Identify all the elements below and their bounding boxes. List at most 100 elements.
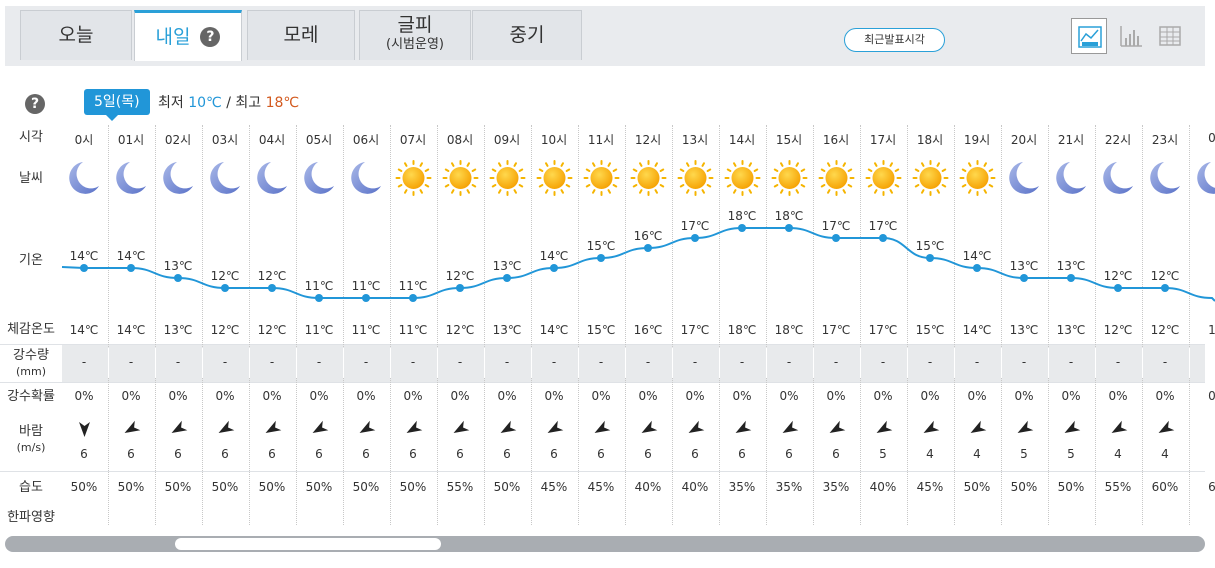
- hour-label: 12시: [634, 133, 662, 147]
- temperature-label: 17℃: [869, 219, 898, 233]
- bar-chart-icon[interactable]: [1113, 18, 1149, 54]
- rain-amount-value: -: [833, 355, 839, 369]
- rain-cell-divider: [624, 348, 626, 378]
- table-grid-icon[interactable]: [1152, 18, 1188, 54]
- hour-label: 04시: [258, 133, 286, 147]
- hour-label: 06시: [352, 133, 380, 147]
- hour-label: 03시: [211, 133, 239, 147]
- feels-like-value: 18℃: [774, 323, 804, 337]
- hour-label: 14시: [728, 133, 756, 147]
- row-label-cold-wave: 한파영향: [7, 510, 55, 525]
- max-value: 18℃: [265, 95, 300, 111]
- sunny-icon: [390, 158, 437, 198]
- wind-speed-value: 4: [1161, 447, 1169, 461]
- wind-direction-icon: [343, 418, 390, 440]
- row-label-rain-amount: 강수량 (mm): [0, 348, 62, 380]
- wind-direction-icon: [625, 418, 672, 440]
- wind-direction-icon: [484, 418, 531, 440]
- tab-3[interactable]: 글피 (시범운영): [359, 10, 471, 60]
- rain-prob-value: 0: [1208, 389, 1215, 403]
- row-divider: [0, 471, 1205, 472]
- line-chart-icon[interactable]: [1071, 18, 1107, 54]
- wind-speed-value: 6: [268, 447, 276, 461]
- feels-like-value: 13℃: [163, 323, 193, 337]
- tab-help-icon[interactable]: ?: [200, 27, 221, 47]
- wind-speed-value: 6: [362, 447, 370, 461]
- wind-speed-value: 6: [221, 447, 229, 461]
- humidity-value: 45%: [916, 480, 944, 494]
- humidity-value: 50%: [399, 480, 427, 494]
- temperature-point: [879, 234, 887, 242]
- feels-like-value: 12℃: [1150, 323, 1180, 337]
- wind-direction-icon: [1048, 418, 1095, 440]
- humidity-value: 50%: [211, 480, 239, 494]
- help-icon[interactable]: ?: [25, 94, 45, 114]
- rain-cell-divider: [953, 348, 955, 378]
- tab-sublabel: (시범운영): [386, 37, 444, 52]
- feels-like-value: 15℃: [915, 323, 945, 337]
- horizontal-scrollbar[interactable]: [5, 536, 1205, 552]
- temperature-label: 14℃: [70, 249, 99, 263]
- rain-amount-value: -: [598, 355, 604, 369]
- temperature-label: 12℃: [446, 269, 475, 283]
- feels-like-value: 11℃: [351, 323, 381, 337]
- row-divider: [0, 344, 1205, 345]
- rain-prob-value: 0%: [826, 389, 846, 403]
- column-divider: [1188, 125, 1190, 525]
- rain-amount-value: -: [175, 355, 181, 369]
- recent-release-time-button[interactable]: 최근발표시각: [844, 28, 945, 52]
- tab-2[interactable]: 모레: [247, 10, 355, 60]
- wind-speed-value: 4: [1114, 447, 1122, 461]
- temperature-label: 18℃: [728, 209, 757, 223]
- min-max-summary: 최저 10℃ / 최고 18℃: [158, 92, 299, 112]
- wind-direction-icon: [672, 418, 719, 440]
- hour-label: 15시: [775, 133, 803, 147]
- humidity-value: 35%: [822, 480, 850, 494]
- hour-label: 18시: [916, 133, 944, 147]
- rain-cell-divider: [765, 348, 767, 378]
- wind-speed-value: 6: [456, 447, 464, 461]
- clear-night-moon-icon: [61, 158, 108, 198]
- hour-label: 16시: [822, 133, 850, 147]
- column-divider: [107, 125, 109, 525]
- hour-label: 0시: [74, 133, 94, 147]
- temperature-label: 16℃: [634, 229, 663, 243]
- column-divider: [342, 125, 344, 525]
- wind-speed-value: 6: [832, 447, 840, 461]
- rain-cell-divider: [436, 348, 438, 378]
- tab-label: 모레: [283, 24, 319, 46]
- rain-amount-value: -: [645, 355, 651, 369]
- sunny-icon: [578, 158, 625, 198]
- temperature-label: 13℃: [1010, 259, 1039, 273]
- temperature-label: 11℃: [352, 279, 381, 293]
- tab-4[interactable]: 중기: [472, 10, 582, 60]
- rain-prob-value: 0%: [497, 389, 517, 403]
- rain-prob-value: 0%: [168, 389, 188, 403]
- wind-direction-icon: [860, 418, 907, 440]
- wind-direction-icon: [719, 418, 766, 440]
- rain-amount-value: -: [692, 355, 698, 369]
- rain-prob-value: 0%: [1155, 389, 1175, 403]
- clear-night-moon-icon: [108, 158, 155, 198]
- temperature-label: 12℃: [258, 269, 287, 283]
- scrollbar-thumb[interactable]: [175, 538, 441, 550]
- temperature-label: 13℃: [1057, 259, 1086, 273]
- humidity-value: 50%: [70, 480, 98, 494]
- feels-like-value: 14℃: [116, 323, 146, 337]
- wind-speed-value: 6: [691, 447, 699, 461]
- tab-0[interactable]: 오늘: [20, 10, 132, 60]
- temperature-point: [127, 264, 135, 272]
- wind-speed-value: 6: [127, 447, 135, 461]
- tab-1[interactable]: 내일?: [134, 10, 242, 61]
- rain-amount-value: -: [504, 355, 510, 369]
- row-label-weather: 날씨: [19, 171, 43, 186]
- sunny-icon: [672, 158, 719, 198]
- rain-cell-divider: [107, 348, 109, 378]
- hour-label: 02시: [164, 133, 192, 147]
- rain-cell-divider: [1141, 348, 1143, 378]
- rain-cell-divider: [906, 348, 908, 378]
- column-divider: [530, 125, 532, 525]
- rain-prob-value: 0%: [591, 389, 611, 403]
- rain-cell-divider: [812, 348, 814, 378]
- rain-cell-divider: [389, 348, 391, 378]
